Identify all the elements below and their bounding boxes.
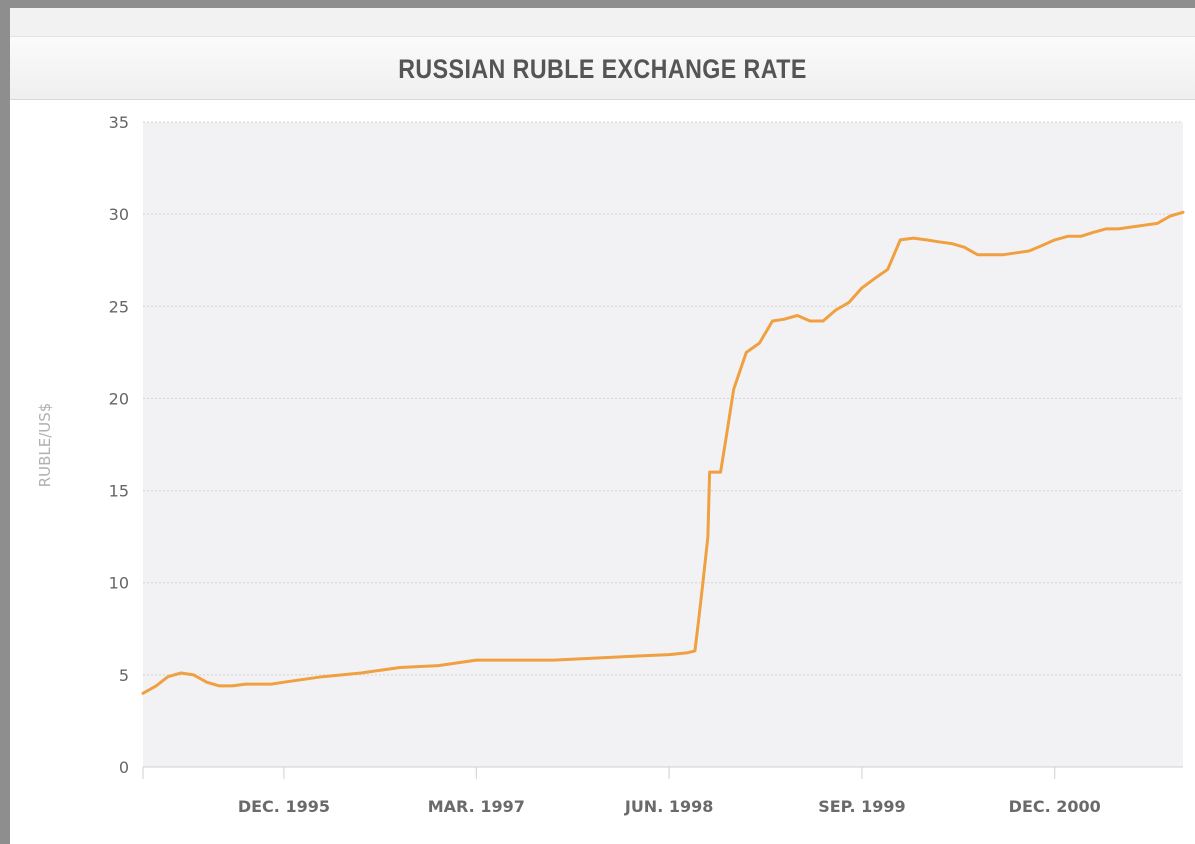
top-strip [10,8,1195,36]
grid-lines [143,121,1183,676]
x-tick-label: SEP. 1999 [818,797,905,816]
y-tick-label: 5 [119,666,129,685]
x-tick-label: DEC. 1995 [238,797,330,816]
chart-title: RUSSIAN RUBLE EXCHANGE RATE [398,54,807,84]
y-tick-label: 30 [109,205,129,224]
chart-header: RUSSIAN RUBLE EXCHANGE RATE [10,36,1195,100]
y-tick-label: 25 [109,297,129,316]
x-tick-label: JUN. 1998 [624,797,714,816]
y-tick-label: 0 [119,758,129,777]
y-tick-label: 10 [109,574,129,593]
y-axis: 0 5 10 15 20 25 30 35 [109,113,129,777]
y-axis-label: RUBLE/US$ [36,403,54,488]
y-tick-label: 15 [109,482,129,501]
x-tick-label: DEC. 2000 [1009,797,1101,816]
x-tick-label: MAR. 1997 [428,797,525,816]
x-axis: DEC. 1995 MAR. 1997 JUN. 1998 SEP. 1999 DEC.… [142,766,1183,816]
y-tick-label: 35 [109,113,129,132]
y-tick-label: 20 [109,389,129,408]
plot-area [143,122,1183,767]
series-line-ruble-usd [141,210,1185,695]
